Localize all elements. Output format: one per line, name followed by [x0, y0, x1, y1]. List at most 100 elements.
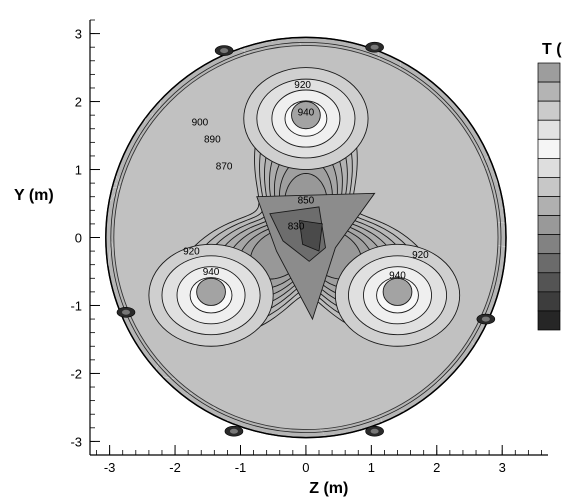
mesh-edge [105, 153, 114, 162]
x-tick-label: 0 [302, 460, 309, 475]
hot-lobe-core [382, 277, 413, 306]
mesh-edge [166, 399, 187, 413]
contour-label: 940 [298, 107, 315, 118]
mesh-edge [158, 37, 160, 43]
mesh-edge [105, 232, 106, 236]
mesh-edge [160, 431, 175, 437]
rim-hotspot-core [370, 44, 379, 50]
mesh-edge [492, 350, 506, 358]
colorbar-swatch [537, 215, 561, 235]
rim-hotspot-core [481, 316, 490, 322]
mesh-edge [495, 431, 498, 438]
mesh-edge [497, 39, 507, 52]
y-tick-label: 3 [75, 27, 82, 42]
mesh-edge [436, 366, 456, 384]
contour-label: 850 [298, 196, 315, 207]
colorbar-swatch [537, 100, 561, 121]
contour-bands [113, 44, 499, 431]
colorbar-swatch [537, 253, 561, 274]
mesh-edge [494, 151, 506, 160]
mesh-edge [133, 101, 152, 114]
contour-label: 920 [294, 80, 311, 91]
mesh-edge [494, 60, 501, 71]
y-tick-label: 0 [75, 231, 82, 246]
x-tick-label: -3 [104, 460, 116, 475]
colorbar-swatch [537, 291, 561, 312]
rim-hotspot-core [370, 428, 379, 434]
mesh-edge [492, 394, 496, 409]
mesh-edge [136, 81, 142, 92]
mesh-edge [110, 135, 123, 147]
colorbar-swatch [537, 272, 561, 293]
tick-labels: -3 -2 -1 0 1 2 3 -3 -2 -1 0 1 2 3 [70, 27, 505, 475]
mesh-edge [176, 46, 202, 58]
mesh-edge [223, 436, 235, 438]
mesh-edge [453, 44, 461, 57]
disc-rim-inner [110, 42, 502, 433]
mesh-edge [202, 421, 215, 427]
mesh-edge [201, 417, 204, 438]
mesh-edge [445, 49, 473, 56]
colorbar-swatch [537, 119, 561, 140]
colorbar-swatch [537, 177, 561, 197]
mesh-edge [387, 43, 399, 56]
y-tick-label: -3 [70, 434, 82, 449]
mesh-edge [123, 351, 136, 353]
ticks [90, 19, 542, 456]
mesh-edge [106, 163, 111, 174]
y-tick-label: 2 [75, 95, 82, 110]
mesh-edge [109, 77, 116, 100]
contour-label: 830 [288, 221, 305, 232]
mesh-edge [173, 52, 183, 58]
mesh-edge [498, 221, 507, 226]
colorbar-swatch [537, 138, 561, 159]
mesh-edge [180, 422, 184, 438]
x-tick-label: 1 [368, 460, 375, 475]
contour-label: 890 [204, 134, 221, 145]
domain-disc [105, 36, 507, 439]
disc-rim [105, 36, 507, 439]
colorbar-swatch [537, 196, 561, 216]
y-tick-label: -2 [70, 366, 82, 381]
mesh-edge [464, 79, 492, 83]
contour-label: 940 [203, 267, 220, 278]
rim-hotspot-core [220, 48, 229, 54]
mesh-edge [426, 418, 443, 431]
mesh-edge [468, 357, 486, 366]
contour-label: 900 [192, 117, 209, 128]
x-tick-label: 2 [433, 460, 440, 475]
y-tick-label: -1 [70, 298, 82, 313]
mesh-edge [105, 418, 108, 430]
mesh-edge [485, 143, 503, 160]
colorbar-title: T ( [542, 41, 562, 58]
mesh-edge [136, 389, 147, 396]
mesh-edge [185, 415, 198, 430]
mesh-edge [407, 46, 423, 51]
mesh-edge [107, 247, 111, 269]
edge-hotspots [116, 41, 496, 437]
contour-label: 940 [389, 270, 406, 281]
rim-hotspot-core [229, 428, 238, 434]
mesh-edge [437, 417, 439, 432]
cold-core-inner [298, 220, 323, 252]
mesh-edge [138, 94, 149, 108]
colorbar-swatch [537, 81, 561, 102]
colorbar [537, 62, 561, 331]
colorbar-swatch [537, 62, 561, 83]
colorbar-swatch [537, 234, 561, 255]
mesh-edge [172, 37, 189, 39]
mesh-edge [485, 339, 500, 350]
x-axis-title: Z (m) [309, 480, 348, 497]
mesh-edge [468, 106, 491, 117]
colorbar-swatch [537, 158, 561, 178]
colorbar-swatch [537, 310, 561, 331]
mesh-edge [502, 201, 507, 209]
mesh-edge [367, 40, 381, 43]
y-axis-title: Y (m) [14, 187, 54, 204]
contour-label: 870 [216, 162, 233, 173]
x-tick-label: 3 [499, 460, 506, 475]
mesh-edge [479, 38, 487, 53]
mesh-edge [495, 108, 504, 116]
